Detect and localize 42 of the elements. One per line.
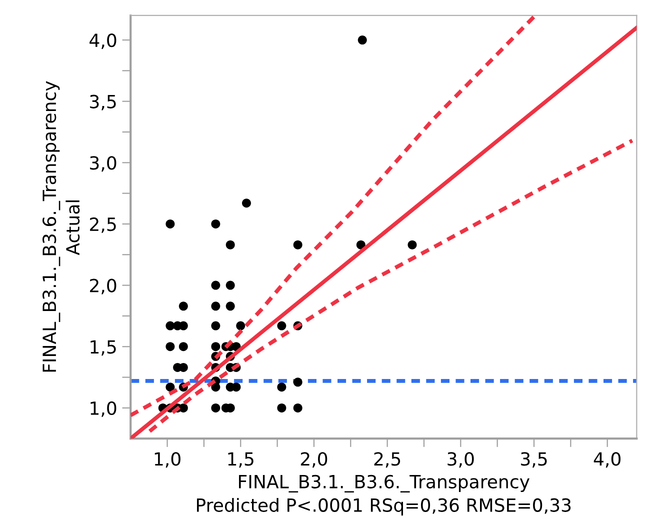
point — [211, 219, 220, 228]
point — [211, 403, 220, 412]
x-axis-title: FINAL_B3.1._B3.6._Transparency Predicted P<.0001 RSq=0,36 RMSE=0,33 — [197, 474, 571, 516]
x-tick-label: 2,5 — [374, 452, 400, 468]
point — [211, 280, 220, 290]
point — [211, 302, 220, 311]
line-series — [148, 138, 634, 434]
x-tick-label: 3,5 — [521, 452, 547, 468]
y-tick-label: 3,5 — [90, 94, 116, 110]
point — [236, 321, 246, 330]
x-tick-label: 1,5 — [228, 452, 254, 468]
x-tick-label: 3,0 — [448, 452, 474, 468]
y-tick-label: 3,0 — [90, 156, 116, 172]
point — [408, 240, 417, 250]
x-tick-label: 1,0 — [154, 452, 180, 468]
y-tick-label: 1,0 — [90, 401, 116, 417]
point — [356, 240, 366, 250]
point — [293, 240, 302, 250]
point — [178, 342, 188, 352]
y-tick-label: 4,0 — [90, 33, 116, 49]
point — [293, 403, 302, 412]
point — [226, 302, 235, 311]
y-tick-label: 2,5 — [90, 217, 116, 233]
point — [178, 302, 188, 311]
point — [242, 198, 251, 208]
point — [277, 321, 286, 330]
point — [277, 403, 286, 412]
point — [166, 382, 175, 392]
point — [211, 321, 220, 330]
point — [277, 382, 286, 392]
point — [166, 342, 175, 352]
x-tick-label: 4,0 — [594, 452, 620, 468]
point — [358, 36, 367, 45]
point — [211, 342, 220, 352]
point — [166, 219, 175, 228]
y-axis-title: FINAL_B3.1._B3.6._Transparency Actual — [42, 81, 80, 372]
point — [293, 378, 302, 387]
point — [226, 240, 235, 250]
point — [226, 280, 235, 290]
y-tick-label: 2,0 — [90, 278, 116, 294]
x-tick-label: 2,0 — [300, 452, 328, 468]
y-tick-label: 1,5 — [90, 340, 116, 356]
